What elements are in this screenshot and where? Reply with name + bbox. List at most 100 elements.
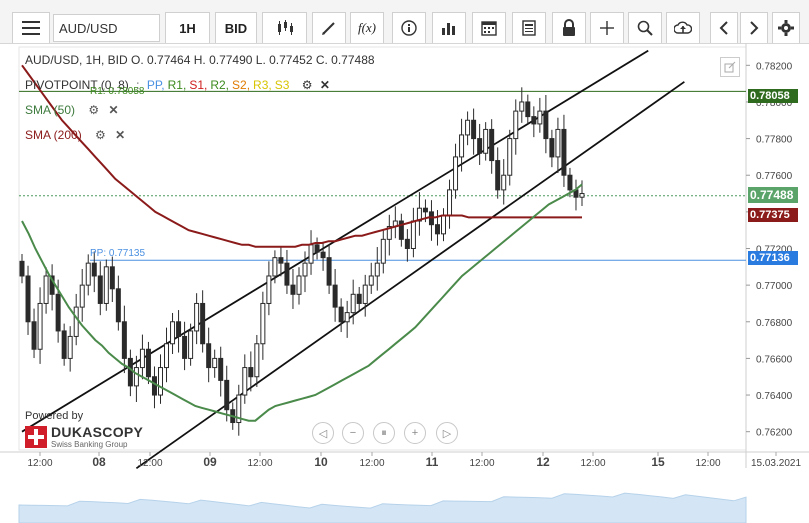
sma50-close-icon[interactable]: ✕ — [108, 103, 119, 117]
candle-body — [453, 156, 459, 191]
candle-body — [398, 220, 404, 240]
expand-icon[interactable] — [720, 57, 740, 77]
time-tick-label: 12:00 — [359, 458, 384, 469]
scroll-left-button[interactable]: ◁ — [312, 422, 334, 444]
price-tick-label: 0.78200 — [756, 61, 793, 72]
candle-body — [194, 302, 200, 332]
news-icon[interactable] — [512, 12, 546, 43]
candle-body — [43, 275, 49, 304]
candle-body — [127, 357, 133, 387]
zoom-out-button[interactable]: − — [342, 422, 364, 444]
candle-body — [332, 284, 338, 308]
price-chart[interactable]: 0.782000.780000.778000.776000.774000.772… — [0, 43, 809, 523]
arrow-right-icon[interactable] — [740, 12, 768, 43]
zoom-in-button[interactable]: + — [404, 422, 426, 444]
candle-body — [61, 330, 67, 359]
price-type-button[interactable]: BID — [215, 12, 257, 43]
price-tick-label: 0.78000 — [756, 98, 793, 109]
pivot-settings-icon[interactable]: ⚙ — [301, 78, 313, 92]
timeframe-button[interactable]: 1H — [165, 12, 210, 43]
sma50-line — [21, 183, 583, 422]
candle-body — [326, 257, 332, 286]
scroll-right-button[interactable]: ▷ — [436, 422, 458, 444]
candle-body — [260, 302, 266, 345]
candle-body — [49, 275, 55, 295]
pivot-levels — [19, 90, 746, 261]
pivot-close-icon[interactable]: ✕ — [319, 78, 330, 92]
sma200-close-icon[interactable]: ✕ — [115, 128, 126, 142]
pivot-name: PIVOTPOINT (0, 8) — [25, 78, 129, 92]
pivot-item-s3: S3 — [274, 78, 290, 92]
gear-icon[interactable] — [772, 12, 800, 43]
candle-body — [91, 262, 97, 277]
candle-body — [206, 343, 212, 369]
draw-icon[interactable] — [312, 12, 346, 43]
candle-body — [176, 321, 182, 337]
sma50-settings-icon[interactable]: ⚙ — [88, 103, 100, 117]
menu-icon[interactable] — [12, 12, 50, 43]
candle-body — [182, 335, 188, 359]
time-tick-label: 10 — [314, 455, 328, 469]
candle-body — [296, 275, 302, 295]
reset-view-button[interactable]: ⏸ — [373, 422, 395, 444]
candle-body — [308, 244, 314, 264]
last-price-tag: 0.77488 — [748, 187, 798, 203]
toolbar: AUD/USD 1H BID f(x) — [0, 0, 809, 44]
candle-body — [513, 110, 519, 140]
pp-overlay-label: PP: 0.77135 — [90, 248, 146, 259]
time-tick-label: 12:00 — [469, 458, 494, 469]
lock-icon[interactable] — [552, 12, 586, 43]
candle-body — [254, 343, 260, 378]
candle-body — [248, 367, 254, 378]
time-tick-label: 12 — [536, 455, 550, 469]
candle-body — [507, 138, 513, 176]
dukascopy-logo-icon — [25, 425, 47, 448]
candle-body — [212, 357, 218, 369]
crosshair-icon[interactable] — [590, 12, 624, 43]
candle-body — [416, 207, 422, 222]
price-tick-label: 0.77000 — [756, 281, 793, 292]
ohlc-legend: AUD/USD, 1H, BID O. 0.77464 H. 0.77490 L… — [25, 53, 375, 67]
candle-body — [549, 138, 555, 158]
sma200-settings-icon[interactable]: ⚙ — [95, 128, 106, 142]
navigator-area — [18, 492, 747, 523]
candle-body — [67, 335, 73, 359]
time-tick-label: 12:00 — [580, 458, 605, 469]
candle-body — [278, 257, 284, 264]
pivot-item-pp: PP, — [146, 78, 165, 92]
candle-body — [320, 251, 326, 259]
candle-body — [465, 119, 471, 136]
candle-body — [344, 312, 350, 323]
candle-body — [139, 348, 145, 369]
time-tick-label: 12:00 — [695, 458, 720, 469]
pivot-legend: PIVOTPOINT (0, 8) : PP, R1, S1, R2, S2, R3, S3… — [25, 78, 330, 92]
info-icon[interactable] — [392, 12, 426, 43]
candle-body — [55, 293, 61, 332]
function-icon[interactable]: f(x) — [350, 12, 384, 43]
pivot-item-s2: S2, — [232, 78, 251, 92]
time-tick-label: 12:00 — [27, 458, 52, 469]
calendar-icon[interactable] — [472, 12, 506, 43]
candle-body — [37, 302, 43, 350]
candle-body — [218, 357, 224, 381]
candle-body — [188, 330, 194, 359]
zoom-icon[interactable] — [628, 12, 662, 43]
brand-name: DUKASCOPY — [51, 424, 144, 440]
navigator[interactable] — [0, 473, 809, 523]
candle-body — [242, 367, 248, 396]
candle-body — [555, 128, 561, 158]
candle-body — [236, 394, 242, 424]
candle-body — [567, 174, 573, 191]
candles-icon[interactable] — [262, 12, 307, 43]
arrow-left-icon[interactable] — [710, 12, 738, 43]
candle-body — [410, 220, 416, 249]
time-tick-label: 09 — [203, 455, 217, 469]
price-channel — [21, 49, 685, 470]
upload-icon[interactable] — [666, 12, 700, 43]
candle-body — [350, 293, 356, 314]
bars-icon[interactable] — [432, 12, 466, 43]
candle-body — [79, 284, 85, 308]
candle-body — [290, 284, 296, 295]
symbol-selector[interactable]: AUD/USD — [53, 14, 160, 42]
sma200-price-tag: 0.77375 — [748, 208, 798, 222]
